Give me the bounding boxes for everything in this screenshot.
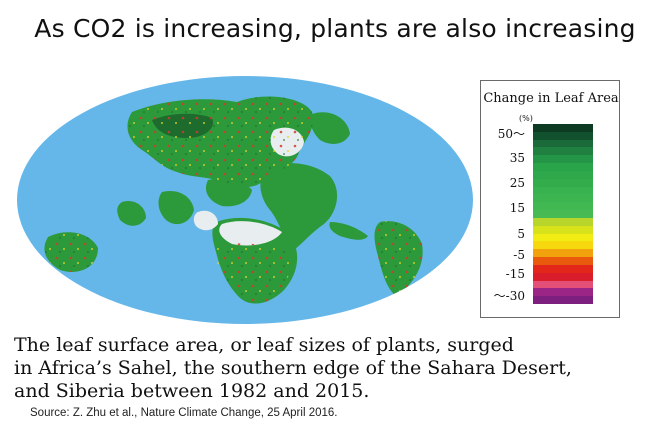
landmass-india (158, 190, 194, 225)
legend-color-bar (533, 124, 593, 305)
legend-swatch (533, 186, 593, 195)
legend-swatch (533, 194, 593, 203)
legend-swatch (533, 264, 593, 273)
legend-swatch (533, 163, 593, 171)
legend-tick-label: 35 (509, 151, 525, 165)
legend-swatch (533, 139, 593, 148)
legend-swatch (533, 178, 593, 187)
sahara-desert (219, 221, 282, 246)
legend-tick-label: 5 (517, 227, 525, 241)
world-map (12, 72, 482, 332)
legend-swatch (533, 170, 593, 179)
landmass-southeast-asia (117, 200, 146, 226)
leaf-change-speckle (44, 96, 423, 304)
legend-swatch (533, 272, 593, 281)
legend-tick-label: ～-30 (493, 289, 525, 303)
landmass-central-america (329, 222, 368, 240)
legend-swatch (533, 155, 593, 164)
legend-swatch (533, 257, 593, 265)
legend-swatch (533, 217, 593, 226)
legend-swatch (533, 124, 593, 132)
landmass-alaska (310, 112, 350, 144)
source-citation: Source: Z. Zhu et al., Nature Climate Ch… (30, 407, 338, 419)
legend-swatch (533, 147, 593, 156)
legend-unit: (%) (519, 114, 533, 123)
legend-swatch (533, 225, 593, 234)
legend-tick-label: -5 (513, 248, 525, 262)
caption-line: in Africa’s Sahel, the southern edge of … (14, 357, 572, 379)
legend-tick-label: 15 (509, 201, 525, 215)
legend-swatch (533, 296, 593, 305)
legend-swatch (533, 210, 593, 218)
legend-title: Change in Leaf Area (483, 91, 619, 106)
legend-tick-label: 25 (509, 176, 525, 190)
legend-swatch (533, 131, 593, 140)
landmass-arabia (193, 210, 218, 231)
caption-line: The leaf surface area, or leaf sizes of … (14, 334, 514, 356)
leaf-area-legend: Change in Leaf Area (%) 50～ 35 25 15 5 -5 -15 ～… (480, 80, 620, 318)
legend-swatch (533, 233, 593, 242)
legend-swatch (533, 249, 593, 258)
world-map-svg (17, 76, 473, 324)
legend-swatch (533, 280, 593, 289)
page-title: As CO2 is increasing, plants are also in… (34, 14, 636, 43)
landmass-north-america (260, 163, 338, 250)
legend-swatch (533, 241, 593, 250)
caption: The leaf surface area, or leaf sizes of … (14, 334, 614, 403)
legend-swatch (533, 202, 593, 211)
legend-swatch (533, 288, 593, 297)
legend-tick-label: 50～ (497, 127, 525, 141)
caption-line: and Siberia between 1982 and 2015. (14, 380, 370, 402)
legend-tick-label: -15 (505, 267, 525, 281)
